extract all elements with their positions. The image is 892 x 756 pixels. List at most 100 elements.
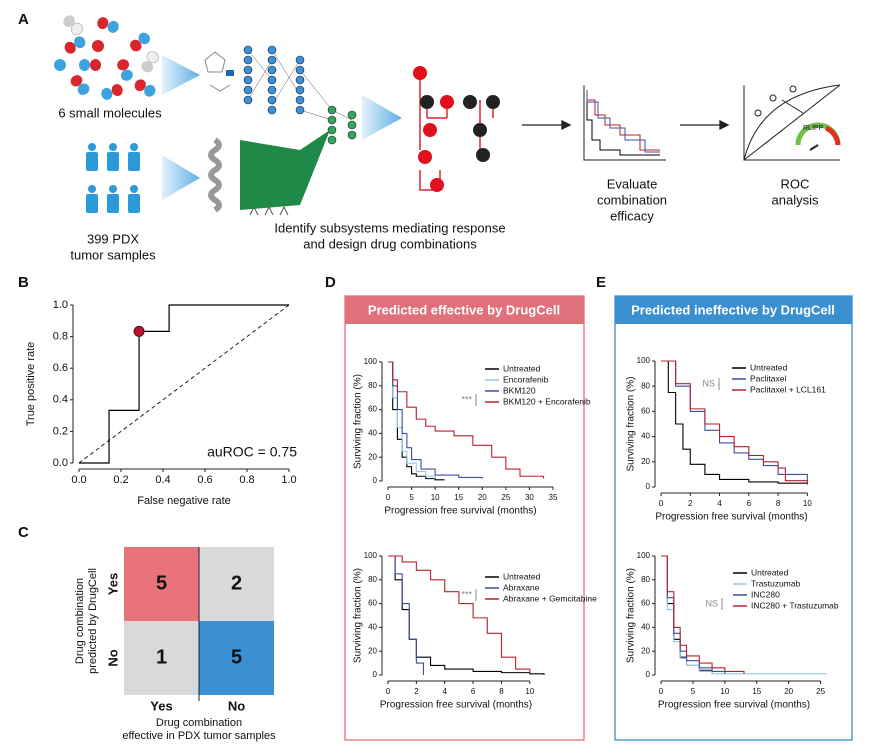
heatmap-cell	[199, 621, 274, 695]
caption: 399 PDX	[87, 231, 139, 246]
y-axis-label: True positive rate	[25, 342, 37, 427]
km-icon	[583, 85, 666, 161]
panel-header	[615, 296, 852, 324]
y-axis-label: Surviving fraction (%)	[626, 568, 637, 663]
arrow	[162, 55, 200, 95]
x-tick-label: 15	[454, 493, 463, 502]
legend-label: INC280	[751, 589, 780, 599]
column-label: Yes	[150, 698, 172, 713]
y-tick-label: 0.4	[53, 394, 68, 406]
legend-label: Untreated	[503, 363, 541, 373]
y-axis-label: Surviving fraction (%)	[353, 568, 364, 663]
x-tick-label: 0.0	[71, 474, 86, 486]
x-tick-label: 10	[525, 687, 534, 696]
caption: Identify subsystems mediating response	[274, 220, 505, 235]
x-tick-label: 5	[409, 493, 414, 502]
survival-curve	[388, 361, 436, 479]
caption: Evaluate	[607, 176, 658, 191]
diagonal	[78, 304, 290, 464]
x-tick-label: 2	[414, 687, 419, 696]
x-tick-label: 5	[691, 687, 696, 696]
subsystem-icon	[413, 66, 500, 192]
panel-header-text: Predicted ineffective by DrugCell	[631, 302, 835, 317]
caption: tumor samples	[70, 247, 156, 262]
y-tick-label: 0	[646, 670, 651, 679]
legend-label: Abraxane + Gemcitabine	[503, 593, 597, 603]
annotation: ***	[461, 394, 472, 404]
legend-label: Untreated	[750, 362, 788, 372]
y-tick-label: 20	[641, 457, 650, 466]
y-tick-label: 100	[637, 551, 651, 560]
panel-label: E	[596, 274, 606, 291]
x-tick-label: 4	[717, 499, 722, 508]
y-tick-label: 40	[641, 623, 650, 632]
y-tick-label: 60	[368, 599, 377, 608]
cell-label: 5	[156, 572, 167, 594]
row-label: No	[105, 649, 120, 666]
legend-label: Untreated	[751, 567, 789, 577]
annotation: ***	[461, 589, 472, 599]
y-axis-label: Drug combination	[74, 578, 86, 664]
panel-header-text: Predicted effective by DrugCell	[368, 302, 560, 317]
y-tick-label: 0	[373, 670, 378, 679]
x-tick-label: 8	[499, 687, 504, 696]
survival-curve	[388, 361, 483, 479]
legend-label: Untreated	[503, 571, 541, 581]
y-tick-label: 20	[368, 452, 377, 461]
heatmap-cell	[199, 547, 274, 621]
x-axis-label: effective in PDX tumor samples	[122, 730, 276, 742]
x-tick-label: 10	[431, 493, 440, 502]
y-tick-label: 100	[364, 357, 378, 366]
survival-curve	[388, 555, 425, 675]
x-tick-label: 0	[386, 493, 391, 502]
caption: ROC	[781, 176, 810, 191]
x-axis-label: Progression free survival (months)	[655, 512, 807, 523]
legend-label: BKM120	[503, 385, 536, 395]
y-axis-label: Surviving fraction (%)	[626, 376, 637, 471]
annotation: NS	[702, 378, 715, 388]
x-axis-label: Progression free survival (months)	[658, 700, 810, 711]
y-tick-label: 20	[641, 646, 650, 655]
x-axis-label: False negative rate	[137, 495, 231, 507]
y-tick-label: 0.8	[53, 331, 68, 343]
x-tick-label: 10	[803, 499, 812, 508]
x-tick-label: 15	[752, 687, 761, 696]
y-tick-label: 40	[641, 432, 650, 441]
caption: efficacy	[610, 208, 654, 223]
legend-label: Encorafenib	[503, 374, 549, 384]
y-tick-label: 60	[641, 407, 650, 416]
roc-curve	[79, 304, 289, 464]
y-tick-label: 80	[641, 575, 650, 584]
y-tick-label: 0.2	[53, 425, 68, 437]
x-tick-label: 1.0	[281, 474, 296, 486]
x-tick-label: 20	[478, 493, 487, 502]
heatmap-cell	[124, 621, 199, 695]
x-axis-label: Progression free survival (months)	[384, 506, 536, 517]
x-tick-label: 8	[776, 499, 781, 508]
panel-label: C	[18, 524, 29, 541]
panel-label: B	[18, 274, 29, 291]
heatmap-cell	[124, 547, 199, 621]
panel-label: D	[325, 274, 336, 291]
caption: and design drug combinations	[303, 236, 477, 251]
survival-curve	[661, 360, 808, 485]
y-tick-label: 0	[373, 476, 378, 485]
gauge-label: RLIPP	[803, 125, 824, 132]
annotation: auROC = 0.75	[207, 444, 297, 460]
pills-icon	[54, 15, 159, 100]
x-tick-label: 4	[443, 687, 448, 696]
y-tick-label: 0.0	[53, 457, 68, 469]
x-tick-label: 6	[471, 687, 476, 696]
panel-header	[345, 296, 584, 324]
roc-icon	[743, 84, 841, 161]
x-tick-label: 2	[688, 499, 693, 508]
y-tick-label: 1.0	[53, 299, 68, 311]
cell-label: 5	[231, 646, 242, 668]
legend-label: Paclitaxel + LCL161	[750, 384, 826, 394]
y-tick-label: 20	[368, 646, 377, 655]
y-tick-label: 40	[368, 623, 377, 632]
x-tick-label: 25	[816, 687, 825, 696]
x-tick-label: 30	[525, 493, 534, 502]
x-tick-label: 10	[720, 687, 729, 696]
